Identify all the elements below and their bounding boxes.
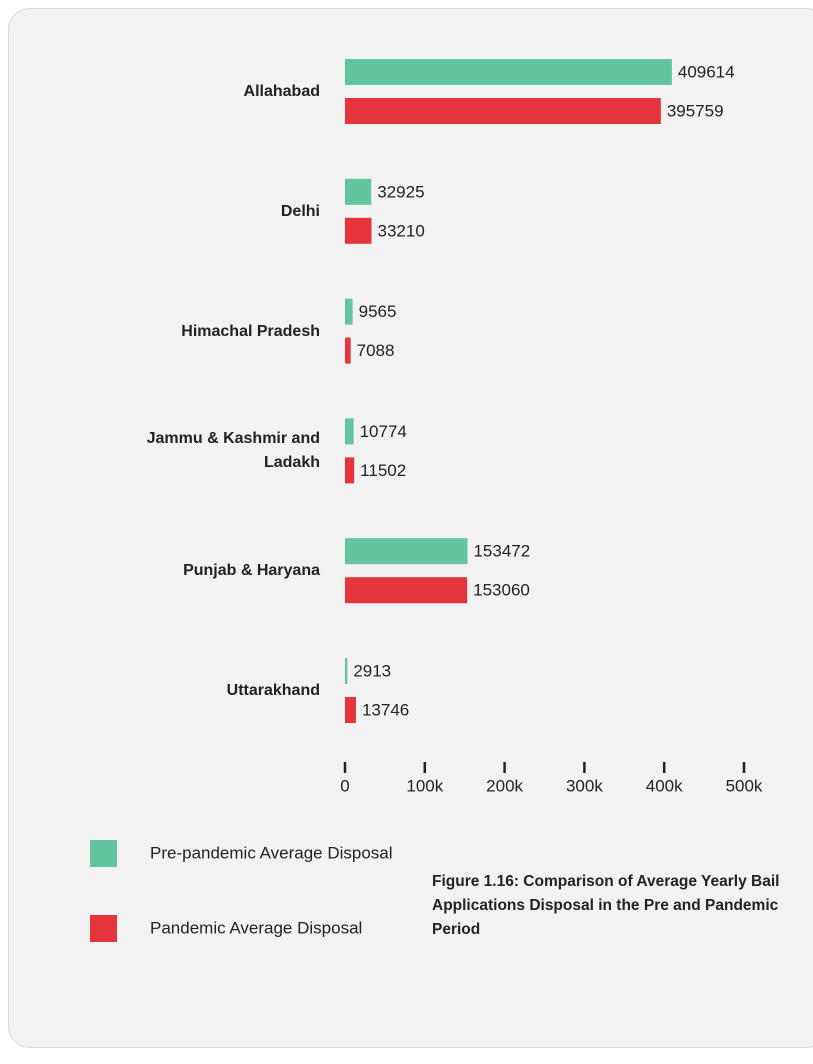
value-label: 10774 xyxy=(360,422,407,441)
value-label: 11502 xyxy=(360,461,406,480)
bar xyxy=(345,217,372,244)
bar xyxy=(345,98,661,124)
legend-label: Pandemic Average Disposal xyxy=(150,918,362,937)
value-label: 2913 xyxy=(353,661,391,680)
value-label: 7088 xyxy=(357,341,395,360)
bar xyxy=(345,577,468,604)
value-label: 153472 xyxy=(473,542,530,561)
bar xyxy=(345,697,356,723)
bar xyxy=(345,178,372,205)
bar xyxy=(345,538,468,565)
card xyxy=(8,8,813,1048)
chart-title: Figure 1.16: Comparison of Average Yearl… xyxy=(432,873,780,938)
value-label: 409614 xyxy=(678,62,735,81)
bar xyxy=(345,457,355,484)
value-label: 395759 xyxy=(667,101,724,120)
bar xyxy=(345,418,354,445)
category-label: Uttarakhand xyxy=(226,682,320,699)
category-label: Delhi xyxy=(280,202,320,220)
category-label: Allahabad xyxy=(243,83,320,100)
x-tick-label: 300k xyxy=(566,776,603,795)
legend-swatch xyxy=(90,840,117,867)
category-label: Jammu & Kashmir and Ladakh xyxy=(146,430,320,472)
bar xyxy=(345,658,348,684)
value-label: 13746 xyxy=(362,700,409,719)
legend-label: Pre-pandemic Average Disposal xyxy=(150,843,393,862)
category-label: Himachal Pradesh xyxy=(181,322,320,340)
x-tick-label: 100k xyxy=(406,776,443,795)
bar xyxy=(345,337,351,364)
x-tick-label: 400k xyxy=(646,776,683,795)
x-tick-label: 500k xyxy=(726,776,763,795)
legend-swatch xyxy=(90,915,117,942)
x-tick-label: 0 xyxy=(340,776,349,795)
value-label: 32925 xyxy=(377,182,424,201)
x-tick-label: 200k xyxy=(486,776,523,795)
bar xyxy=(345,298,353,325)
value-label: 9565 xyxy=(359,302,397,321)
value-label: 153060 xyxy=(473,581,530,600)
bar xyxy=(345,59,672,85)
category-label: Punjab & Haryana xyxy=(183,562,320,580)
value-label: 33210 xyxy=(378,221,425,240)
